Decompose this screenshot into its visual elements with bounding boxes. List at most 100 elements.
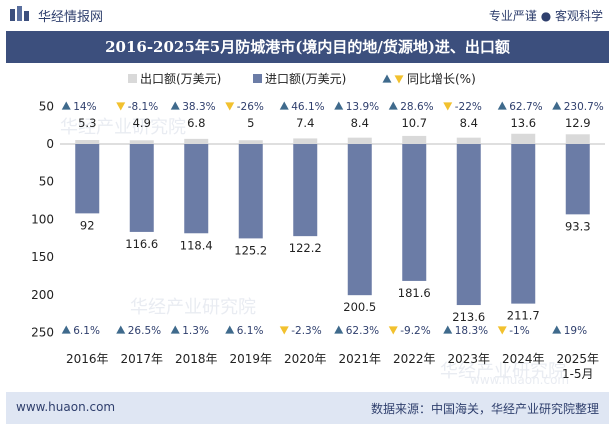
import-value-label: 211.7 — [507, 309, 540, 323]
title-bar: 2016-2025年5月防城港市(境内目的地/货源地)进、出口额 — [6, 31, 609, 63]
import-value-label: 122.2 — [289, 241, 322, 255]
import-bar — [565, 144, 590, 215]
import-bar — [456, 144, 481, 306]
import-value-label: 200.5 — [343, 300, 376, 314]
import-bar — [402, 144, 427, 281]
export-growth-label: -8.1% — [128, 101, 158, 113]
site-name: 华经情报网 — [38, 10, 104, 25]
import-value-label: 93.3 — [565, 219, 591, 233]
watermark: 华经产业研究院 — [440, 361, 566, 382]
import-growth-label: 6.1% — [73, 325, 100, 337]
export-value-label: 7.4 — [296, 116, 314, 130]
x-category-label: 2016年 — [66, 352, 109, 366]
tagline: 专业严谨 ● 客观科学 — [488, 9, 603, 23]
import-bar — [511, 144, 536, 304]
import-growth-label: 18.3% — [455, 325, 488, 337]
export-bar — [238, 140, 263, 144]
import-bar — [129, 144, 154, 232]
watermark: 华经产业研究院 — [60, 117, 186, 138]
legend-growth-down-icon — [394, 75, 404, 84]
export-growth-marker — [116, 102, 126, 111]
export-growth-label: 28.6% — [400, 101, 433, 113]
export-bar — [456, 137, 481, 144]
import-growth-marker — [552, 325, 562, 334]
x-category-label: 2023年 — [447, 352, 490, 366]
export-value-label: 8.4 — [351, 116, 369, 130]
y-tick-label: 100 — [31, 212, 54, 226]
export-value-label: 8.4 — [460, 116, 478, 130]
import-growth-marker — [225, 325, 235, 334]
footer-bar: www.huaon.com 数据来源：中国海关，华经产业研究院整理 — [6, 392, 609, 424]
export-growth-label: 62.7% — [509, 101, 542, 113]
export-bar — [402, 135, 427, 144]
import-growth-marker — [170, 325, 180, 334]
watermark: 华经产业研究院 — [130, 297, 256, 318]
export-growth-label: 13.9% — [346, 101, 379, 113]
import-value-label: 118.4 — [180, 238, 213, 252]
export-value-label: 6.8 — [187, 116, 205, 130]
import-growth-label: 6.1% — [237, 325, 264, 337]
y-tick-label: 0 — [46, 137, 54, 151]
x-category-label: 2021年 — [338, 352, 381, 366]
export-value-label: 4.9 — [133, 116, 151, 130]
x-category-label: 2024年 — [502, 352, 545, 366]
export-growth-marker — [170, 101, 180, 110]
export-value-label: 5 — [247, 116, 254, 130]
import-growth-marker — [497, 326, 507, 335]
import-growth-marker — [61, 325, 71, 334]
x-category-label: 2025年 — [556, 352, 599, 366]
import-bar — [184, 144, 209, 234]
export-bar — [75, 140, 100, 144]
import-growth-label: 1.3% — [182, 325, 209, 337]
x-category-label: 2017年 — [120, 352, 163, 366]
import-bar — [238, 144, 263, 239]
export-growth-marker — [61, 101, 71, 110]
watermark: www.huaon.com — [470, 373, 569, 385]
import-growth-marker — [443, 325, 453, 334]
logo-icon — [10, 6, 29, 21]
y-tick-label: 50 — [39, 175, 54, 189]
import-growth-label: 62.3% — [346, 325, 379, 337]
legend-label-import: 进口额(万美元) — [265, 72, 346, 86]
export-value-label: 5.3 — [78, 116, 96, 130]
import-value-label: 213.6 — [452, 310, 485, 324]
x-category-label: 1-5月 — [562, 367, 594, 381]
export-growth-marker — [552, 101, 562, 110]
legend-label-export: 出口额(万美元) — [140, 72, 221, 86]
import-growth-label: 26.5% — [128, 325, 161, 337]
export-growth-marker — [497, 101, 507, 110]
footer-url: www.huaon.com — [16, 400, 116, 414]
export-growth-marker — [388, 101, 398, 110]
x-category-label: 2022年 — [393, 352, 436, 366]
x-category-label: 2018年 — [175, 352, 218, 366]
export-bar — [184, 138, 209, 144]
import-bar — [293, 144, 318, 237]
export-bar — [347, 137, 372, 144]
export-value-label: 12.9 — [565, 116, 591, 130]
export-bar — [293, 138, 318, 144]
import-value-label: 116.6 — [125, 237, 158, 251]
export-growth-label: 38.3% — [182, 101, 215, 113]
x-category-label: 2019年 — [229, 352, 272, 366]
export-bar — [129, 140, 154, 144]
import-bar — [75, 144, 100, 214]
import-growth-marker — [116, 325, 126, 334]
y-tick-label: 250 — [31, 326, 54, 340]
import-growth-label: -9.2% — [400, 325, 430, 337]
export-bar — [565, 134, 590, 144]
import-bar — [347, 144, 372, 296]
legend-label-growth: 同比增长(%) — [407, 72, 476, 86]
y-tick-label: 150 — [31, 250, 54, 264]
y-tick-label: 50 — [39, 99, 54, 113]
import-growth-label: -2.3% — [291, 325, 321, 337]
footer-source: 数据来源：中国海关，华经产业研究院整理 — [370, 402, 599, 416]
import-growth-marker — [279, 326, 289, 335]
legend-swatch-export — [128, 74, 137, 83]
export-value-label: 10.7 — [401, 116, 427, 130]
export-growth-marker — [443, 102, 453, 111]
chart-title: 2016-2025年5月防城港市(境内目的地/货源地)进、出口额 — [105, 38, 510, 56]
legend-swatch-import — [253, 74, 262, 83]
export-growth-marker — [225, 102, 235, 111]
export-value-label: 13.6 — [510, 116, 536, 130]
